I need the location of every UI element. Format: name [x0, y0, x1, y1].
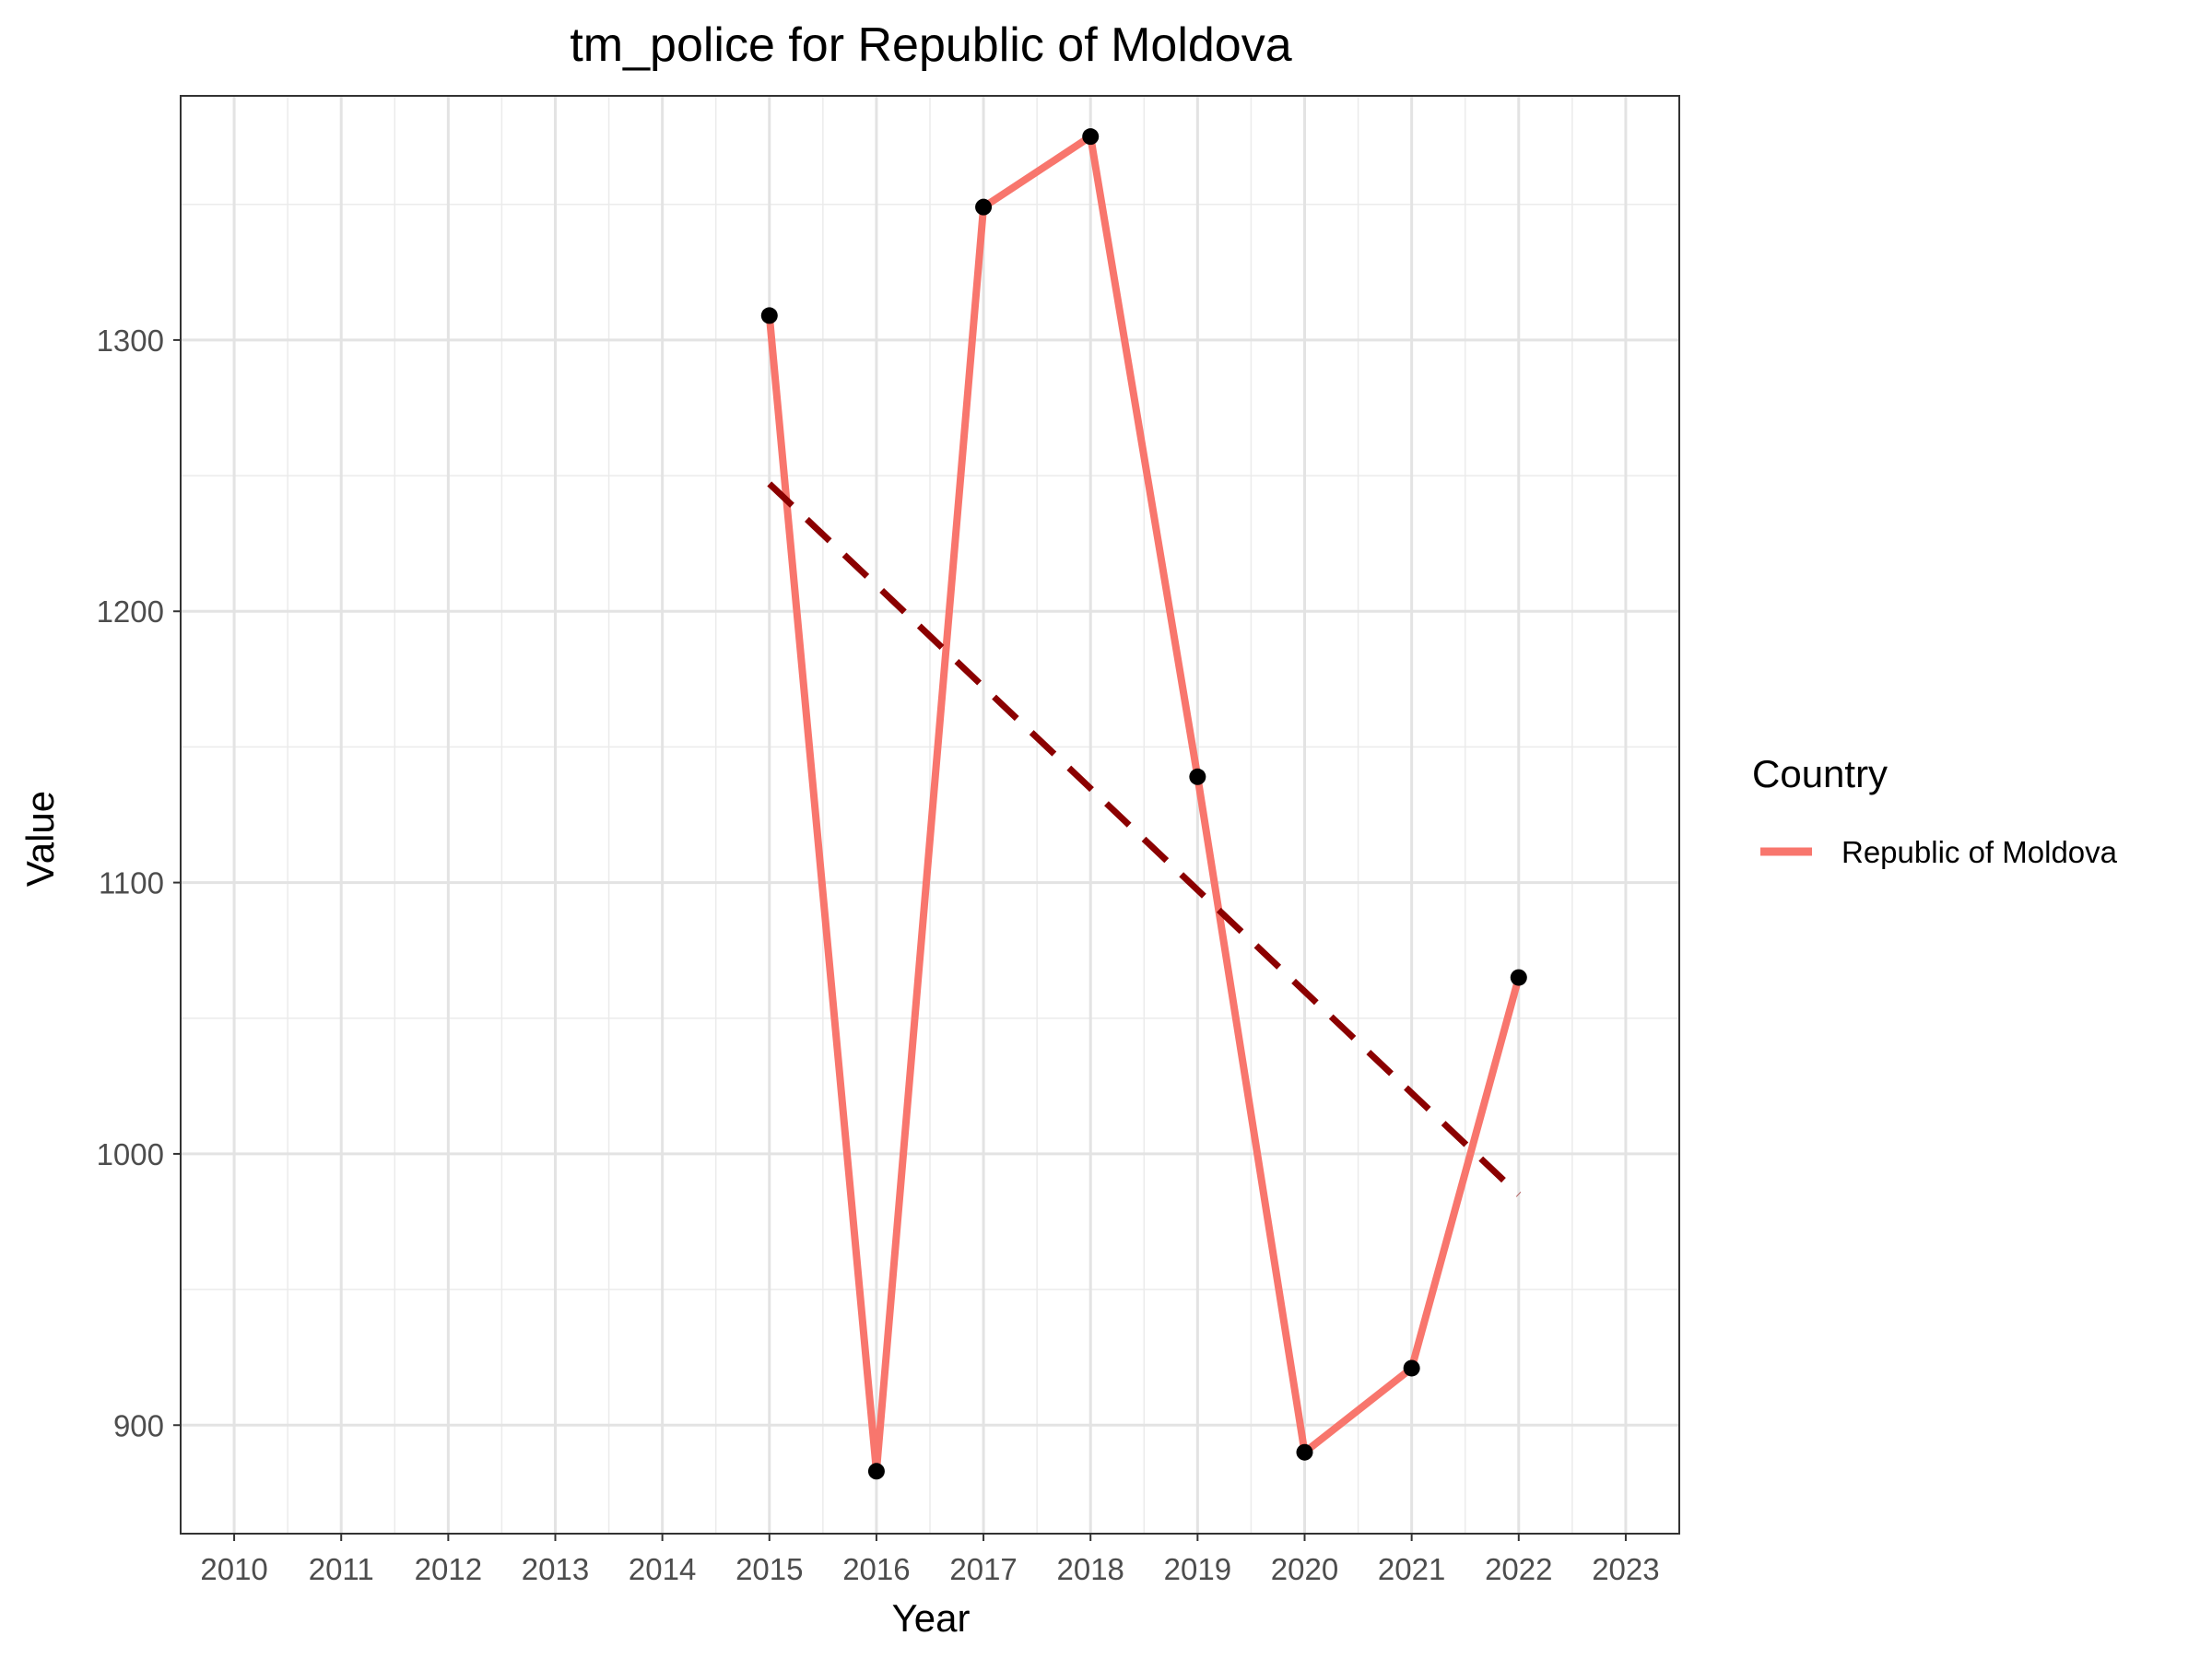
- trend-layer: [767, 481, 1522, 1197]
- y-tick-label: 1200: [97, 594, 164, 629]
- data-point: [1189, 768, 1206, 785]
- major-gridlines: [181, 96, 1679, 1534]
- trend-line: [767, 481, 1522, 1197]
- series-line: [765, 133, 1523, 1476]
- x-tick-label: 2011: [309, 1552, 374, 1586]
- data-point: [760, 307, 778, 324]
- x-axis-ticks: 2010 2011 2012 2013 2014 2015 2016 2017 2018 2019…: [200, 1534, 1660, 1586]
- series-layer: [765, 133, 1523, 1476]
- x-tick-label: 2023: [1592, 1552, 1659, 1586]
- x-tick-label: 2010: [200, 1552, 267, 1586]
- x-tick-label: 2020: [1271, 1552, 1338, 1586]
- data-point: [1296, 1443, 1313, 1461]
- legend: Country Republic of Moldova: [1752, 752, 2118, 869]
- y-tick-label: 900: [113, 1408, 164, 1442]
- x-tick-label: 2016: [842, 1552, 910, 1586]
- x-tick-label: 2013: [522, 1552, 589, 1586]
- data-point: [867, 1463, 885, 1480]
- chart-title: tm_police for Republic of Moldova: [570, 18, 1291, 72]
- x-tick-label: 2022: [1485, 1552, 1552, 1586]
- x-tick-label: 2014: [629, 1552, 696, 1586]
- x-tick-label: 2017: [949, 1552, 1017, 1586]
- x-tick-label: 2015: [735, 1552, 803, 1586]
- points-layer: [760, 128, 1527, 1480]
- plot-panel-border: [180, 95, 1680, 1535]
- legend-label-republic-of-moldova: Republic of Moldova: [1841, 835, 2118, 869]
- y-tick-label: 1100: [99, 866, 164, 900]
- data-point: [1510, 969, 1527, 986]
- x-tick-label: 2012: [415, 1552, 482, 1586]
- y-tick-label: 1300: [97, 324, 164, 358]
- x-tick-label: 2019: [1164, 1552, 1231, 1586]
- legend-title: Country: [1752, 752, 1888, 795]
- data-point: [975, 198, 993, 216]
- x-tick-label: 2021: [1378, 1552, 1445, 1586]
- y-axis-title: Value: [18, 791, 62, 887]
- data-point: [1082, 128, 1100, 146]
- x-axis-title: Year: [892, 1596, 971, 1640]
- data-point: [1403, 1359, 1420, 1377]
- y-tick-label: 1000: [97, 1137, 164, 1171]
- x-tick-label: 2018: [1057, 1552, 1124, 1586]
- y-axis-ticks: 900 1000 1100 1200 1300: [97, 324, 181, 1442]
